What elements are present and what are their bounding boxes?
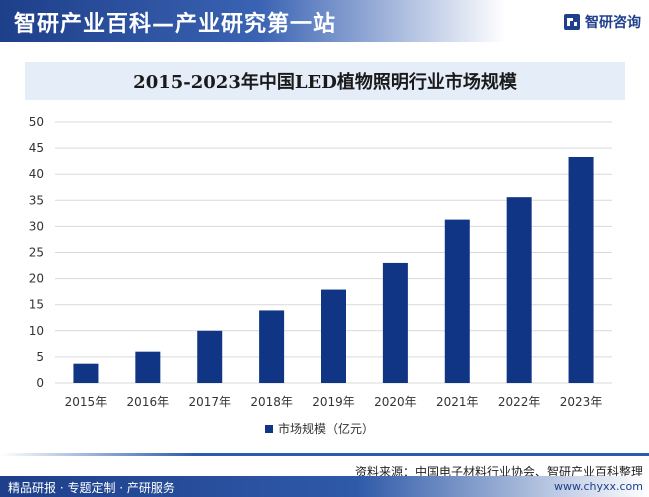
brand: 智研咨询 bbox=[563, 12, 641, 32]
source-note: 资料来源：中国电子材料行业协会、智研产业百科整理 bbox=[354, 465, 643, 479]
brand-logo-icon bbox=[564, 14, 580, 30]
legend-label: 市场规模（亿元） bbox=[278, 422, 375, 436]
chart-title-box: 2015-2023年中国LED植物照明行业市场规模 bbox=[25, 62, 625, 100]
y-tick-label: 40 bbox=[29, 167, 44, 181]
y-tick-label: 20 bbox=[29, 272, 44, 286]
bar bbox=[135, 351, 161, 383]
x-tick-label: 2018年 bbox=[250, 395, 293, 409]
y-tick-label: 25 bbox=[29, 246, 44, 260]
x-tick-label: 2020年 bbox=[374, 395, 417, 409]
x-tick-label: 2019年 bbox=[312, 395, 355, 409]
y-tick-label: 30 bbox=[29, 219, 44, 233]
x-tick-label: 2021年 bbox=[436, 395, 479, 409]
bar bbox=[506, 197, 532, 383]
x-tick-label: 2023年 bbox=[560, 395, 603, 409]
y-tick-label: 0 bbox=[36, 376, 44, 390]
brand-name: 智研咨询 bbox=[585, 15, 641, 31]
bar bbox=[444, 219, 470, 383]
y-tick-label: 50 bbox=[29, 115, 44, 129]
bar bbox=[259, 310, 285, 383]
x-tick-label: 2017年 bbox=[188, 395, 231, 409]
x-tick-label: 2016年 bbox=[127, 395, 170, 409]
footer-bar: 精品研报 · 专题定制 · 产研服务 www.chyxx.com bbox=[0, 476, 649, 497]
header-title: 智研产业百科—产业研究第一站 bbox=[14, 12, 337, 37]
bar bbox=[568, 156, 594, 383]
y-tick-label: 10 bbox=[29, 324, 44, 338]
y-tick-label: 15 bbox=[29, 298, 44, 312]
footer-url[interactable]: www.chyxx.com bbox=[553, 480, 643, 493]
header-banner: 智研产业百科—产业研究第一站 智研咨询 bbox=[0, 0, 649, 42]
y-tick-label: 35 bbox=[29, 193, 44, 207]
x-tick-label: 2015年 bbox=[65, 395, 108, 409]
footer-services: 精品研报 · 专题定制 · 产研服务 bbox=[8, 481, 175, 495]
bar bbox=[382, 262, 408, 383]
bar bbox=[73, 363, 99, 383]
bar-chart: 0 5 10 15 20 25 30 35 40 45 50 2015年 2016年 2017年 2018年… bbox=[29, 115, 612, 409]
chart-title: 2015-2023年中国LED植物照明行业市场规模 bbox=[133, 72, 517, 93]
bar bbox=[321, 289, 346, 383]
legend: 市场规模（亿元） bbox=[265, 420, 374, 437]
bar bbox=[197, 330, 223, 383]
x-tick-label: 2022年 bbox=[498, 395, 541, 409]
footer-divider bbox=[0, 453, 649, 456]
legend-swatch bbox=[265, 424, 273, 433]
y-tick-label: 45 bbox=[29, 141, 44, 155]
y-tick-label: 5 bbox=[36, 350, 44, 364]
